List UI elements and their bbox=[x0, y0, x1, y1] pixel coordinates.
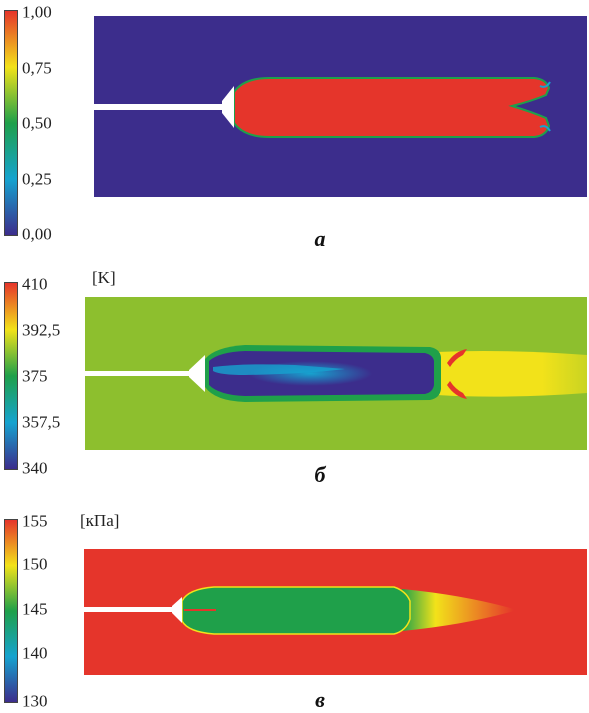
field-c bbox=[84, 549, 587, 675]
tick-label: 150 bbox=[22, 554, 48, 574]
panel-a: 1,00 0,75 0,50 0,25 0,00 а bbox=[0, 0, 589, 251]
panel-b: [K] 410 392,5 375 357,5 340 bbox=[0, 262, 589, 492]
tick-label: 0,75 bbox=[22, 58, 52, 78]
tick-label: 145 bbox=[22, 599, 48, 619]
tick-label: 0,00 bbox=[22, 224, 52, 244]
tick-label: 130 bbox=[22, 691, 48, 711]
tick-label: 140 bbox=[22, 643, 48, 663]
tick-label: 340 bbox=[22, 458, 48, 478]
panel-caption: а bbox=[314, 226, 326, 251]
panel-caption: б bbox=[314, 462, 326, 487]
tick-label: 0,50 bbox=[22, 113, 52, 133]
colorbar-b bbox=[4, 282, 18, 470]
colorbar-c bbox=[4, 519, 18, 703]
tick-label: 357,5 bbox=[22, 412, 61, 432]
field-a bbox=[94, 16, 587, 197]
tick-label: 1,00 bbox=[22, 2, 52, 22]
tick-label: 155 bbox=[22, 511, 48, 531]
panel-c: [кПа] 155 150 145 140 130 в bbox=[0, 505, 589, 713]
panel-caption: в bbox=[315, 687, 325, 712]
tick-label: 375 bbox=[22, 366, 48, 386]
tick-label: 392,5 bbox=[22, 320, 61, 340]
unit-label: [K] bbox=[92, 268, 116, 287]
tick-label: 410 bbox=[22, 274, 48, 294]
field-b bbox=[85, 297, 587, 450]
unit-label: [кПа] bbox=[80, 511, 120, 530]
tick-label: 0,25 bbox=[22, 169, 52, 189]
colorbar-a bbox=[4, 10, 18, 236]
